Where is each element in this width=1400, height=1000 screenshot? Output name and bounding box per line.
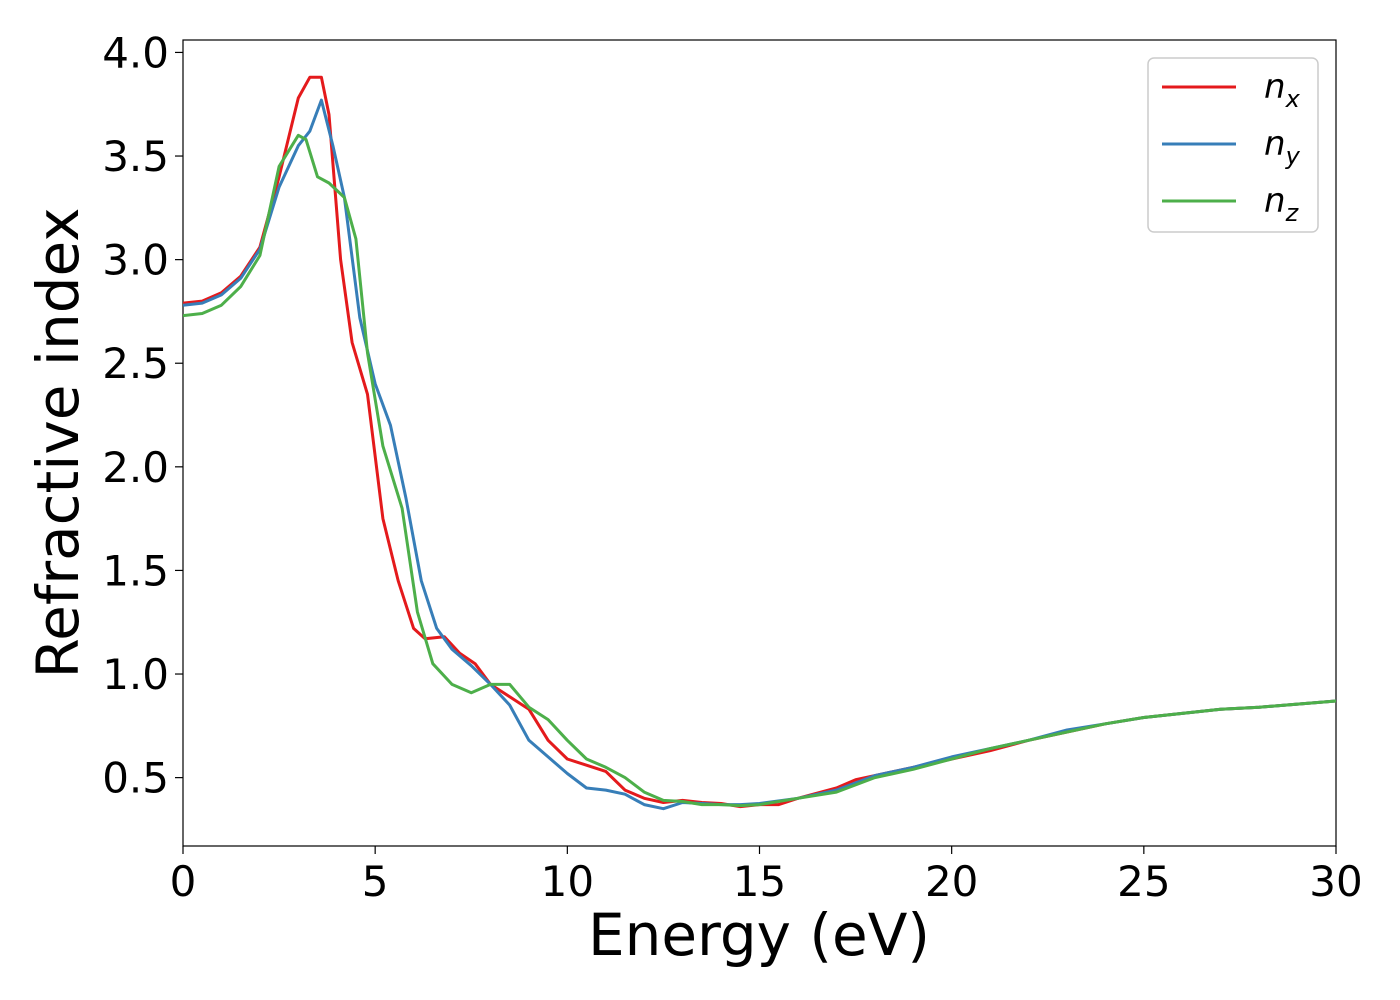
y-tick-label: 1.5 [102, 546, 169, 595]
x-axis-ticks: 0 5 10 15 20 25 30 [170, 846, 1363, 906]
x-tick-label: 30 [1309, 857, 1362, 906]
x-tick-label: 20 [925, 857, 978, 906]
x-tick-label: 5 [362, 857, 389, 906]
y-tick-label: 4.0 [102, 28, 169, 77]
y-tick-label: 2.0 [102, 443, 169, 492]
x-tick-label: 15 [733, 857, 786, 906]
x-tick-label: 10 [541, 857, 594, 906]
y-axis-label: Refractive index [24, 207, 92, 678]
legend-label: nx [1264, 67, 1301, 113]
y-tick-label: 3.0 [102, 236, 169, 285]
x-tick-label: 25 [1117, 857, 1170, 906]
y-tick-label: 3.5 [102, 132, 169, 181]
y-tick-label: 0.5 [102, 754, 169, 803]
x-tick-label: 0 [170, 857, 197, 906]
series-line-nz [183, 133, 1336, 808]
legend-label: nz [1264, 181, 1300, 227]
y-tick-label: 1.0 [102, 650, 169, 699]
y-axis-ticks: 0.5 1.0 1.5 2.0 2.5 3.0 3.5 4.0 [102, 28, 183, 803]
legend: nx ny nz [1147, 57, 1319, 233]
y-tick-label: 2.5 [102, 339, 169, 388]
legend-label: ny [1264, 124, 1301, 170]
x-axis-label: Energy (eV) [588, 901, 930, 969]
